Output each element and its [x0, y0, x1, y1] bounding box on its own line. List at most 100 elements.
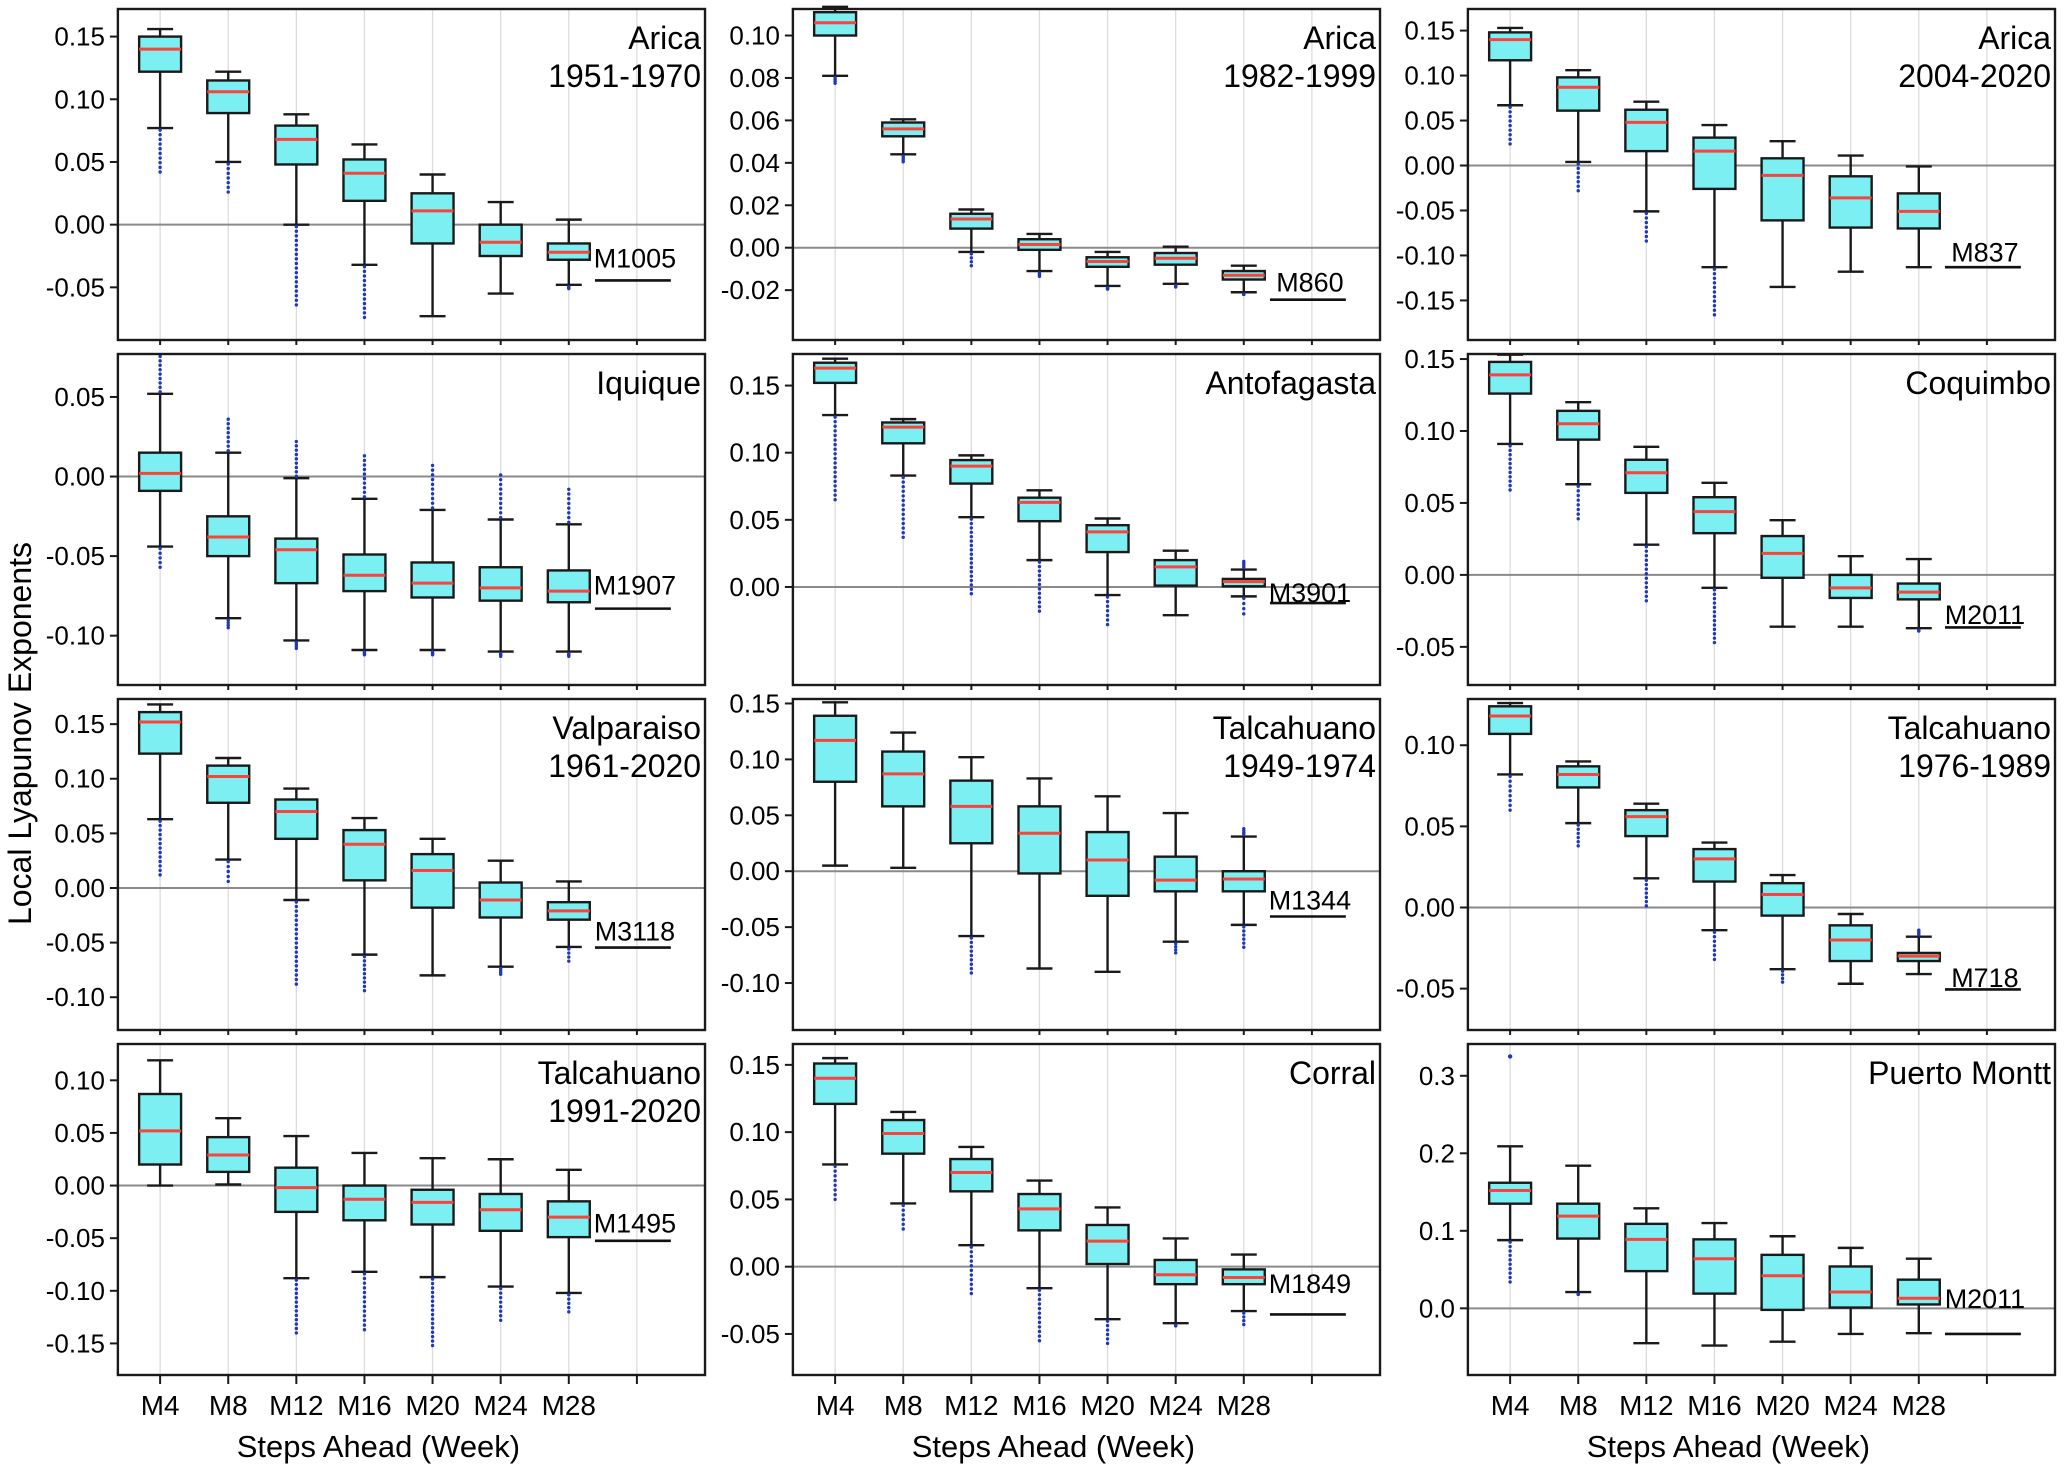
outlier-dot: [294, 439, 299, 444]
outlier-dot: [969, 574, 974, 578]
plot-border: [116, 7, 707, 342]
outlier-dot: [969, 570, 974, 574]
y-axis-title-strip: Local Lyapunov Exponents: [0, 0, 42, 1467]
outlier-dot: [1242, 612, 1246, 616]
outlier-dot: [1576, 823, 1580, 827]
boxplot-panel-antofagasta: 0.15 0.10 0.05 0.00 Antofagasta M3901: [717, 345, 1392, 690]
outlier-dot: [1712, 632, 1717, 636]
boxplot-panel-arica-2004-2020: 0.15 0.10 0.05 0.00 -0.05 -0.10 -0.15 Arica 2004…: [1392, 0, 2067, 345]
outlier-dot: [969, 548, 974, 552]
box: [1556, 765, 1601, 789]
outlier-dot: [1037, 1325, 1042, 1329]
outlier-dot: [1576, 835, 1580, 840]
panel-background: [717, 1035, 1392, 1466]
outlier-dot: [1576, 171, 1580, 175]
outlier-dot: [1105, 595, 1110, 599]
outlier-dot: [1508, 444, 1512, 448]
outlier-dot: [362, 467, 367, 472]
outlier-dot: [1105, 613, 1110, 618]
sample-size-label: M837: [1951, 238, 2018, 268]
plot-border: [791, 7, 1382, 342]
outlier-dot: [1780, 973, 1785, 977]
x-tick-label: M24: [473, 1390, 527, 1421]
outlier-dot: [969, 1259, 974, 1263]
y-tick-label: 0.00: [1404, 150, 1455, 180]
outlier-dot: [294, 470, 299, 474]
outlier-dot: [362, 278, 367, 283]
outlier-dot: [498, 1291, 503, 1295]
outlier-dot: [969, 1282, 974, 1287]
box: [137, 35, 183, 73]
outlier-dot: [901, 489, 905, 494]
outlier-dot: [969, 1250, 974, 1254]
outlier-dot: [901, 535, 905, 539]
outlier-dot: [158, 133, 162, 137]
outlier-dot: [1917, 928, 1921, 932]
boxplot-panel-arica-1982-1999: 0.10 0.08 0.06 0.04 0.02 0.00 -0.02 Arica 1982-1…: [717, 0, 1392, 345]
y-tick-label: -0.05: [1396, 632, 1455, 662]
outlier-dot: [362, 976, 367, 980]
outlier-dot: [1712, 939, 1717, 943]
outlier-dot: [362, 1286, 367, 1290]
x-tick-label: M8: [884, 1390, 923, 1421]
outlier-dot: [1037, 1311, 1042, 1315]
outlier-dot: [1644, 878, 1649, 882]
box: [1692, 1238, 1737, 1295]
outlier-dot: [294, 448, 299, 452]
y-tick-label: 0.00: [729, 572, 780, 602]
outlier-dot: [1712, 944, 1717, 948]
box: [1487, 1181, 1533, 1205]
outlier-dot: [969, 936, 974, 940]
outlier-dot: [294, 913, 299, 918]
outlier-dot: [158, 556, 162, 560]
outlier-dot: [294, 465, 299, 470]
outlier-dot: [1576, 827, 1580, 831]
outlier-dot: [294, 909, 299, 913]
outlier-dot: [294, 945, 299, 950]
outlier-dot: [901, 512, 905, 516]
outlier-dot: [362, 653, 367, 657]
outlier-dot: [294, 303, 299, 307]
y-tick-label: 0.15: [729, 1050, 780, 1080]
outlier-dot: [1105, 1319, 1110, 1323]
outlier-dot: [1712, 588, 1717, 592]
outlier-dot: [362, 476, 367, 481]
outlier-dot: [567, 1310, 571, 1314]
box: [881, 421, 926, 445]
outlier-dot: [1644, 891, 1649, 895]
x-tick-label: M16: [1687, 1390, 1741, 1421]
box: [478, 1192, 523, 1233]
outlier-dot: [498, 1318, 503, 1322]
outlier-dot: [1644, 576, 1649, 580]
panel-background: [42, 345, 717, 690]
outlier-dot: [833, 470, 837, 474]
outlier-dot: [158, 868, 162, 873]
outlier-dot: [1037, 1320, 1042, 1325]
outlier-dot: [362, 1272, 367, 1276]
outlier-dot: [498, 1300, 503, 1304]
outlier-dot: [158, 819, 162, 823]
outlier-dot: [430, 1308, 435, 1312]
outlier-dot: [362, 481, 367, 485]
outlier-dot: [1508, 461, 1512, 466]
outlier-dot: [969, 940, 974, 945]
outlier-dot: [1037, 1329, 1042, 1334]
box: [274, 798, 319, 841]
outlier-dot: [1508, 784, 1512, 788]
boxplot-svg: 0.05 0.00 -0.05 -0.10 Iquique M1907: [42, 345, 717, 690]
outlier-dot: [226, 431, 230, 435]
y-tick-label: 0.00: [54, 1171, 105, 1201]
outlier-dot: [1037, 274, 1042, 279]
outlier-dot: [833, 493, 837, 497]
outlier-dot: [1508, 453, 1512, 457]
box: [1487, 360, 1533, 395]
outlier-dot: [1576, 166, 1580, 171]
outlier-dot: [430, 1290, 435, 1295]
outlier-dot: [226, 869, 230, 874]
outlier-dot: [969, 530, 974, 534]
outlier-dot: [158, 546, 162, 551]
panel-subtitle: 1982-1999: [1223, 58, 1376, 94]
outlier-dot: [1508, 119, 1512, 123]
outlier-dot: [294, 243, 299, 247]
outlier-dot: [158, 823, 162, 828]
